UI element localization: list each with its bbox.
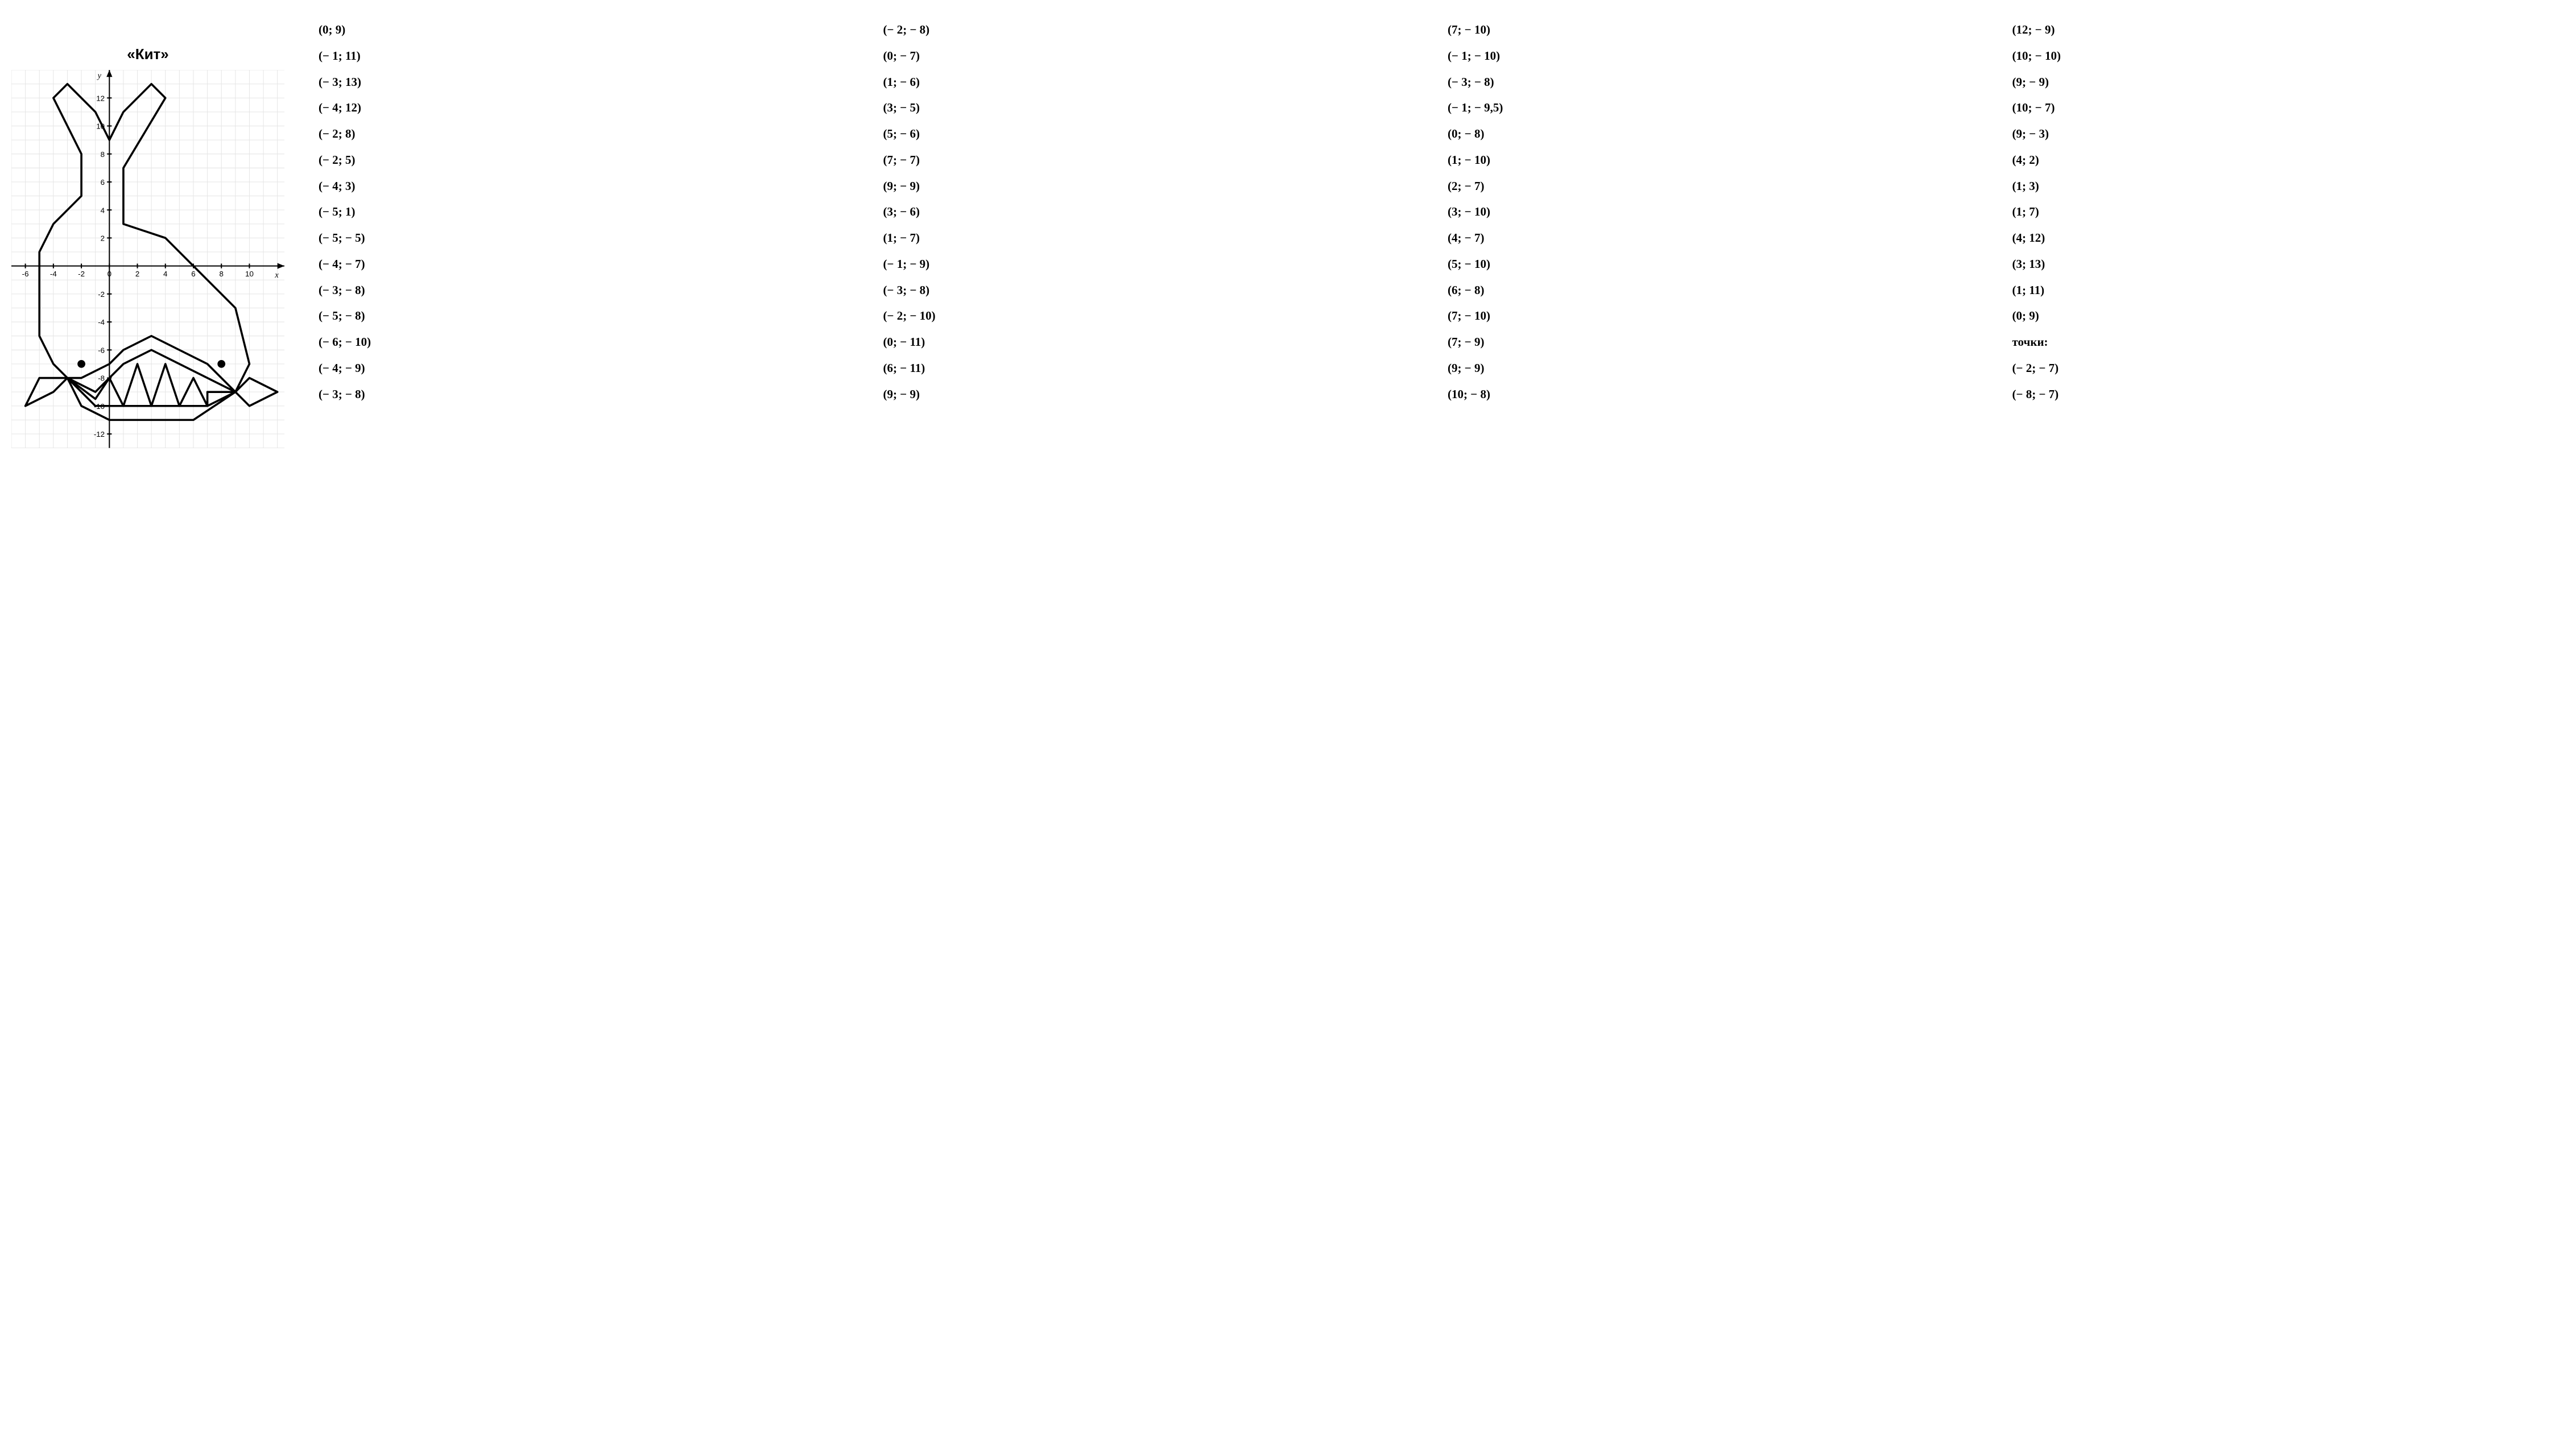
- coord-entry: (− 3; − 8): [1448, 69, 1978, 96]
- coord-entry: (− 3; − 8): [883, 278, 1414, 304]
- chart-title: «Кит»: [11, 46, 284, 63]
- svg-text:8: 8: [220, 270, 224, 278]
- coord-entry: (0; − 11): [883, 329, 1414, 355]
- chart-container: -6-4-20246810-12-10-8-6-4-224681012xy: [11, 70, 284, 448]
- coord-entry: (5; − 6): [883, 121, 1414, 147]
- coord-entry: (7; − 10): [1448, 303, 1978, 329]
- coord-entry: (10; − 7): [2012, 95, 2543, 121]
- coord-entry: (0; − 7): [883, 43, 1414, 69]
- coord-entry: (− 6; − 10): [319, 329, 849, 355]
- coord-column-4: (12; − 9)(10; − 10)(9; − 9)(10; − 7)(9; …: [2012, 17, 2543, 407]
- coord-entry: (1; − 7): [883, 225, 1414, 251]
- svg-text:12: 12: [96, 94, 105, 102]
- left-panel: «Кит» -6-4-20246810-12-10-8-6-4-22468101…: [11, 17, 284, 448]
- coord-entry: (9; − 9): [883, 173, 1414, 200]
- coord-entry: (− 5; − 8): [319, 303, 849, 329]
- coord-entry: (− 1; 11): [319, 43, 849, 69]
- coord-entry: (9; − 9): [883, 382, 1414, 408]
- svg-text:-2: -2: [98, 290, 105, 299]
- coord-entry: (7; − 9): [1448, 329, 1978, 355]
- coord-entry: (− 4; 12): [319, 95, 849, 121]
- coord-entry: (− 8; − 7): [2012, 382, 2543, 408]
- svg-text:0: 0: [108, 270, 111, 278]
- coord-entry: (3; 13): [2012, 251, 2543, 278]
- coord-entry: (0; 9): [2012, 303, 2543, 329]
- coord-entry: (7; − 7): [883, 147, 1414, 173]
- coord-column-3: (7; − 10)(− 1; − 10)(− 3; − 8)(− 1; − 9,…: [1448, 17, 1978, 407]
- svg-text:8: 8: [101, 150, 105, 159]
- coord-entry: (− 4; − 7): [319, 251, 849, 278]
- page: «Кит» -6-4-20246810-12-10-8-6-4-22468101…: [0, 0, 2571, 465]
- whale-eye: [77, 360, 85, 368]
- svg-text:x: x: [274, 271, 279, 280]
- coordinate-columns: (0; 9)(− 1; 11)(− 3; 13)(− 4; 12)(− 2; 8…: [319, 17, 2543, 407]
- svg-text:10: 10: [245, 270, 254, 278]
- coord-entry: (− 2; − 10): [883, 303, 1414, 329]
- coord-entry: (− 2; 8): [319, 121, 849, 147]
- coord-entry: (− 2; − 7): [2012, 355, 2543, 382]
- coord-entry: (12; − 9): [2012, 17, 2543, 43]
- svg-text:2: 2: [101, 234, 105, 243]
- coord-entry: (10; − 8): [1448, 382, 1978, 408]
- svg-text:6: 6: [191, 270, 195, 278]
- coord-entry: (0; − 8): [1448, 121, 1978, 147]
- svg-text:6: 6: [101, 178, 105, 187]
- whale-eye: [217, 360, 225, 368]
- svg-text:-6: -6: [22, 270, 29, 278]
- coord-entry: (1; 11): [2012, 278, 2543, 304]
- coord-entry: (6; − 11): [883, 355, 1414, 382]
- coord-entry: точки:: [2012, 329, 2543, 355]
- svg-text:4: 4: [163, 270, 168, 278]
- coord-entry: (− 1; − 9): [883, 251, 1414, 278]
- coord-entry: (2; − 7): [1448, 173, 1978, 200]
- coord-entry: (9; − 9): [2012, 69, 2543, 96]
- coord-entry: (1; − 6): [883, 69, 1414, 96]
- svg-text:y: y: [97, 71, 102, 80]
- svg-text:-6: -6: [98, 346, 105, 354]
- coord-column-1: (0; 9)(− 1; 11)(− 3; 13)(− 4; 12)(− 2; 8…: [319, 17, 849, 407]
- coord-entry: (10; − 10): [2012, 43, 2543, 69]
- coord-entry: (− 2; 5): [319, 147, 849, 173]
- coord-entry: (3; − 6): [883, 199, 1414, 225]
- coord-entry: (− 5; − 5): [319, 225, 849, 251]
- coord-entry: (− 1; − 9,5): [1448, 95, 1978, 121]
- coord-entry: (4; 2): [2012, 147, 2543, 173]
- coord-entry: (9; − 9): [1448, 355, 1978, 382]
- coord-entry: (0; 9): [319, 17, 849, 43]
- coord-entry: (7; − 10): [1448, 17, 1978, 43]
- coord-entry: (− 3; − 8): [319, 278, 849, 304]
- coord-entry: (− 1; − 10): [1448, 43, 1978, 69]
- svg-text:4: 4: [101, 206, 105, 214]
- coord-entry: (5; − 10): [1448, 251, 1978, 278]
- coord-entry: (1; 7): [2012, 199, 2543, 225]
- coord-entry: (6; − 8): [1448, 278, 1978, 304]
- coord-entry: (− 4; 3): [319, 173, 849, 200]
- coord-entry: (4; 12): [2012, 225, 2543, 251]
- svg-text:-2: -2: [78, 270, 85, 278]
- coord-entry: (− 3; 13): [319, 69, 849, 96]
- coord-entry: (3; − 10): [1448, 199, 1978, 225]
- whale-chart: -6-4-20246810-12-10-8-6-4-224681012xy: [11, 70, 284, 448]
- coord-entry: (9; − 3): [2012, 121, 2543, 147]
- coord-entry: (1; − 10): [1448, 147, 1978, 173]
- coord-column-2: (− 2; − 8)(0; − 7)(1; − 6)(3; − 5)(5; − …: [883, 17, 1414, 407]
- coord-entry: (− 3; − 8): [319, 382, 849, 408]
- coord-entry: (4; − 7): [1448, 225, 1978, 251]
- svg-text:-8: -8: [98, 374, 105, 383]
- svg-text:-4: -4: [98, 318, 105, 326]
- coord-entry: (− 2; − 8): [883, 17, 1414, 43]
- coord-entry: (1; 3): [2012, 173, 2543, 200]
- coord-entry: (− 4; − 9): [319, 355, 849, 382]
- svg-text:-12: -12: [94, 430, 105, 439]
- svg-text:2: 2: [135, 270, 139, 278]
- svg-text:-4: -4: [50, 270, 57, 278]
- coord-entry: (− 5; 1): [319, 199, 849, 225]
- coord-entry: (3; − 5): [883, 95, 1414, 121]
